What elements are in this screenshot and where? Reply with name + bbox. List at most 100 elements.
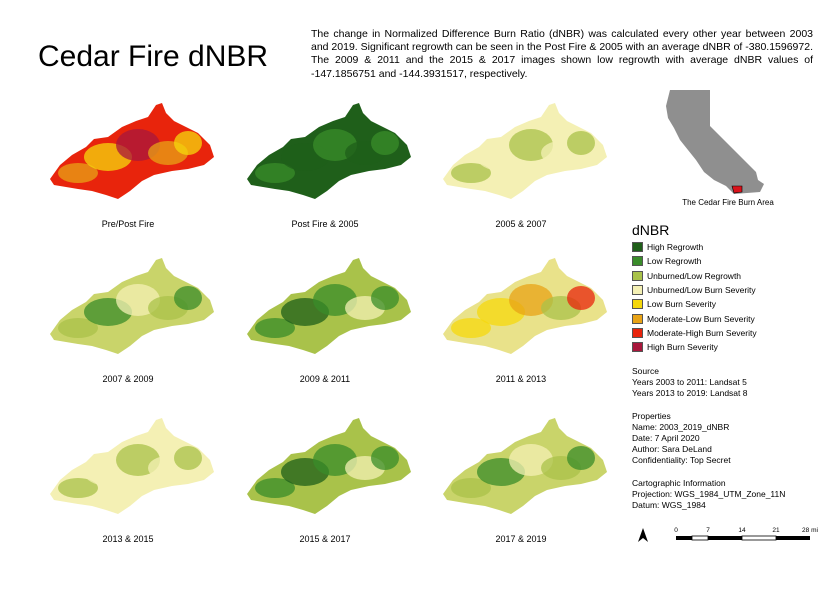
source-line: Years 2003 to 2011: Landsat 5 (632, 377, 747, 387)
raster-patch (58, 318, 98, 338)
legend-swatch (632, 299, 643, 310)
inset-map: The Cedar Fire Burn Area (648, 88, 808, 212)
properties-heading: Properties (632, 411, 671, 421)
properties-block: Properties Name: 2003_2019_dNBR Date: 7 … (632, 411, 731, 466)
legend-label: High Burn Severity (647, 342, 718, 353)
properties-line: Author: Sara DeLand (632, 444, 712, 454)
raster-patch (451, 478, 491, 498)
burn-area-raster (247, 258, 411, 354)
burn-area-marker (731, 185, 743, 194)
california-map (666, 90, 764, 194)
dnbr-panel: Post Fire & 2005 (235, 95, 415, 275)
scale-tick-label: 0 (674, 527, 678, 534)
properties-line: Date: 7 April 2020 (632, 433, 700, 443)
legend-item: Unburned/Low Burn Severity (632, 283, 822, 297)
legend-title: dNBR (632, 222, 670, 238)
dnbr-panel: 2009 & 2011 (235, 250, 415, 430)
raster-patch (567, 286, 595, 310)
scale-seg (776, 536, 810, 540)
scale-seg (691, 535, 709, 541)
legend-label: Moderate-High Burn Severity (647, 327, 757, 338)
legend-swatch (632, 256, 643, 267)
burn-area-raster (50, 418, 214, 514)
legend-label: Unburned/Low Regrowth (647, 270, 742, 281)
raster-patch (58, 163, 98, 183)
raster-patch (451, 163, 491, 183)
source-block: Source Years 2003 to 2011: Landsat 5 Yea… (632, 366, 747, 399)
legend-item: Low Regrowth (632, 254, 822, 268)
raster-patch (58, 478, 98, 498)
scale-bar: 0 7 14 21 28 mi (638, 527, 818, 542)
legend-item: Moderate-High Burn Severity (632, 326, 822, 340)
dnbr-panel: Pre/Post Fire (38, 95, 218, 275)
legend-label: Moderate-Low Burn Severity (647, 313, 755, 324)
scale-seg (708, 536, 742, 540)
legend-swatch (632, 270, 643, 281)
scale-tick-label: 14 (738, 527, 746, 534)
scale-tick-label: 21 (772, 527, 780, 534)
raster-patch (451, 318, 491, 338)
scale-seg (741, 535, 777, 541)
burn-area-raster (247, 103, 411, 199)
map-title: Cedar Fire dNBR (38, 40, 269, 73)
cartographic-line: Projection: WGS_1984_UTM_Zone_11N (632, 489, 786, 499)
panel-label: 2005 & 2007 (495, 219, 547, 229)
cartographic-heading: Cartographic Information (632, 478, 726, 488)
dnbr-panel: 2013 & 2015 (38, 410, 218, 590)
california-outline (666, 90, 764, 194)
legend-item: Low Burn Severity (632, 297, 822, 311)
legend-item: High Regrowth (632, 240, 822, 254)
legend-item: Moderate-Low Burn Severity (632, 311, 822, 325)
panel-label: Post Fire & 2005 (291, 219, 359, 229)
raster-patch (255, 318, 295, 338)
dnbr-panel: 2007 & 2009 (38, 250, 218, 430)
legend-label: High Regrowth (647, 242, 704, 253)
raster-patch (567, 446, 595, 470)
raster-patch (567, 131, 595, 155)
raster-patch (371, 286, 399, 310)
raster-patch (371, 131, 399, 155)
scale-seg (676, 536, 692, 540)
legend-label: Low Regrowth (647, 256, 702, 267)
legend-swatch (632, 285, 643, 296)
raster-patch (255, 163, 295, 183)
panel-label: 2007 & 2009 (102, 374, 154, 384)
legend: dNBR High Regrowth Low Regrowth Unburned/L… (632, 222, 822, 354)
panel-label: 2017 & 2019 (495, 534, 547, 544)
legend-label: Low Burn Severity (647, 299, 716, 310)
panel-label: 2011 & 2013 (495, 374, 547, 384)
raster-patch (255, 478, 295, 498)
burn-area-raster (50, 103, 214, 199)
legend-label: Unburned/Low Burn Severity (647, 285, 756, 296)
burn-area-raster (443, 258, 607, 354)
dnbr-panel: 2017 & 2019 (431, 410, 611, 590)
legend-swatch (632, 342, 643, 353)
burn-area-raster (443, 103, 607, 199)
map-description: The change in Normalized Difference Burn… (311, 28, 813, 80)
legend-swatch (632, 313, 643, 324)
raster-patch (174, 446, 202, 470)
dnbr-panel: 2015 & 2017 (235, 410, 415, 590)
properties-line: Name: 2003_2019_dNBR (632, 422, 730, 432)
burn-area-raster (247, 418, 411, 514)
inset-caption: The Cedar Fire Burn Area (682, 198, 774, 207)
burn-area-raster (443, 418, 607, 514)
cartographic-block: Cartographic Information Projection: WGS… (632, 478, 785, 511)
scale-tick-label: 7 (706, 527, 710, 534)
properties-line: Confidentiality: Top Secret (632, 455, 731, 465)
dnbr-panel: 2005 & 2007 (431, 95, 611, 275)
north-arrow-icon (638, 528, 648, 542)
dnbr-panel: 2011 & 2013 (431, 250, 611, 430)
source-line: Years 2013 to 2019: Landsat 8 (632, 388, 748, 398)
source-heading: Source (632, 366, 659, 376)
raster-patch (174, 131, 202, 155)
scale-and-north: 0 7 14 21 28 mi (632, 520, 822, 550)
scale-tick-label: 28 mi (802, 527, 818, 534)
legend-swatch (632, 242, 643, 253)
panel-label: 2013 & 2015 (102, 534, 154, 544)
legend-item: High Burn Severity (632, 340, 822, 354)
legend-swatch (632, 327, 643, 338)
burn-area-raster (50, 258, 214, 354)
panel-label: Pre/Post Fire (101, 219, 155, 229)
panel-label: 2015 & 2017 (299, 534, 351, 544)
